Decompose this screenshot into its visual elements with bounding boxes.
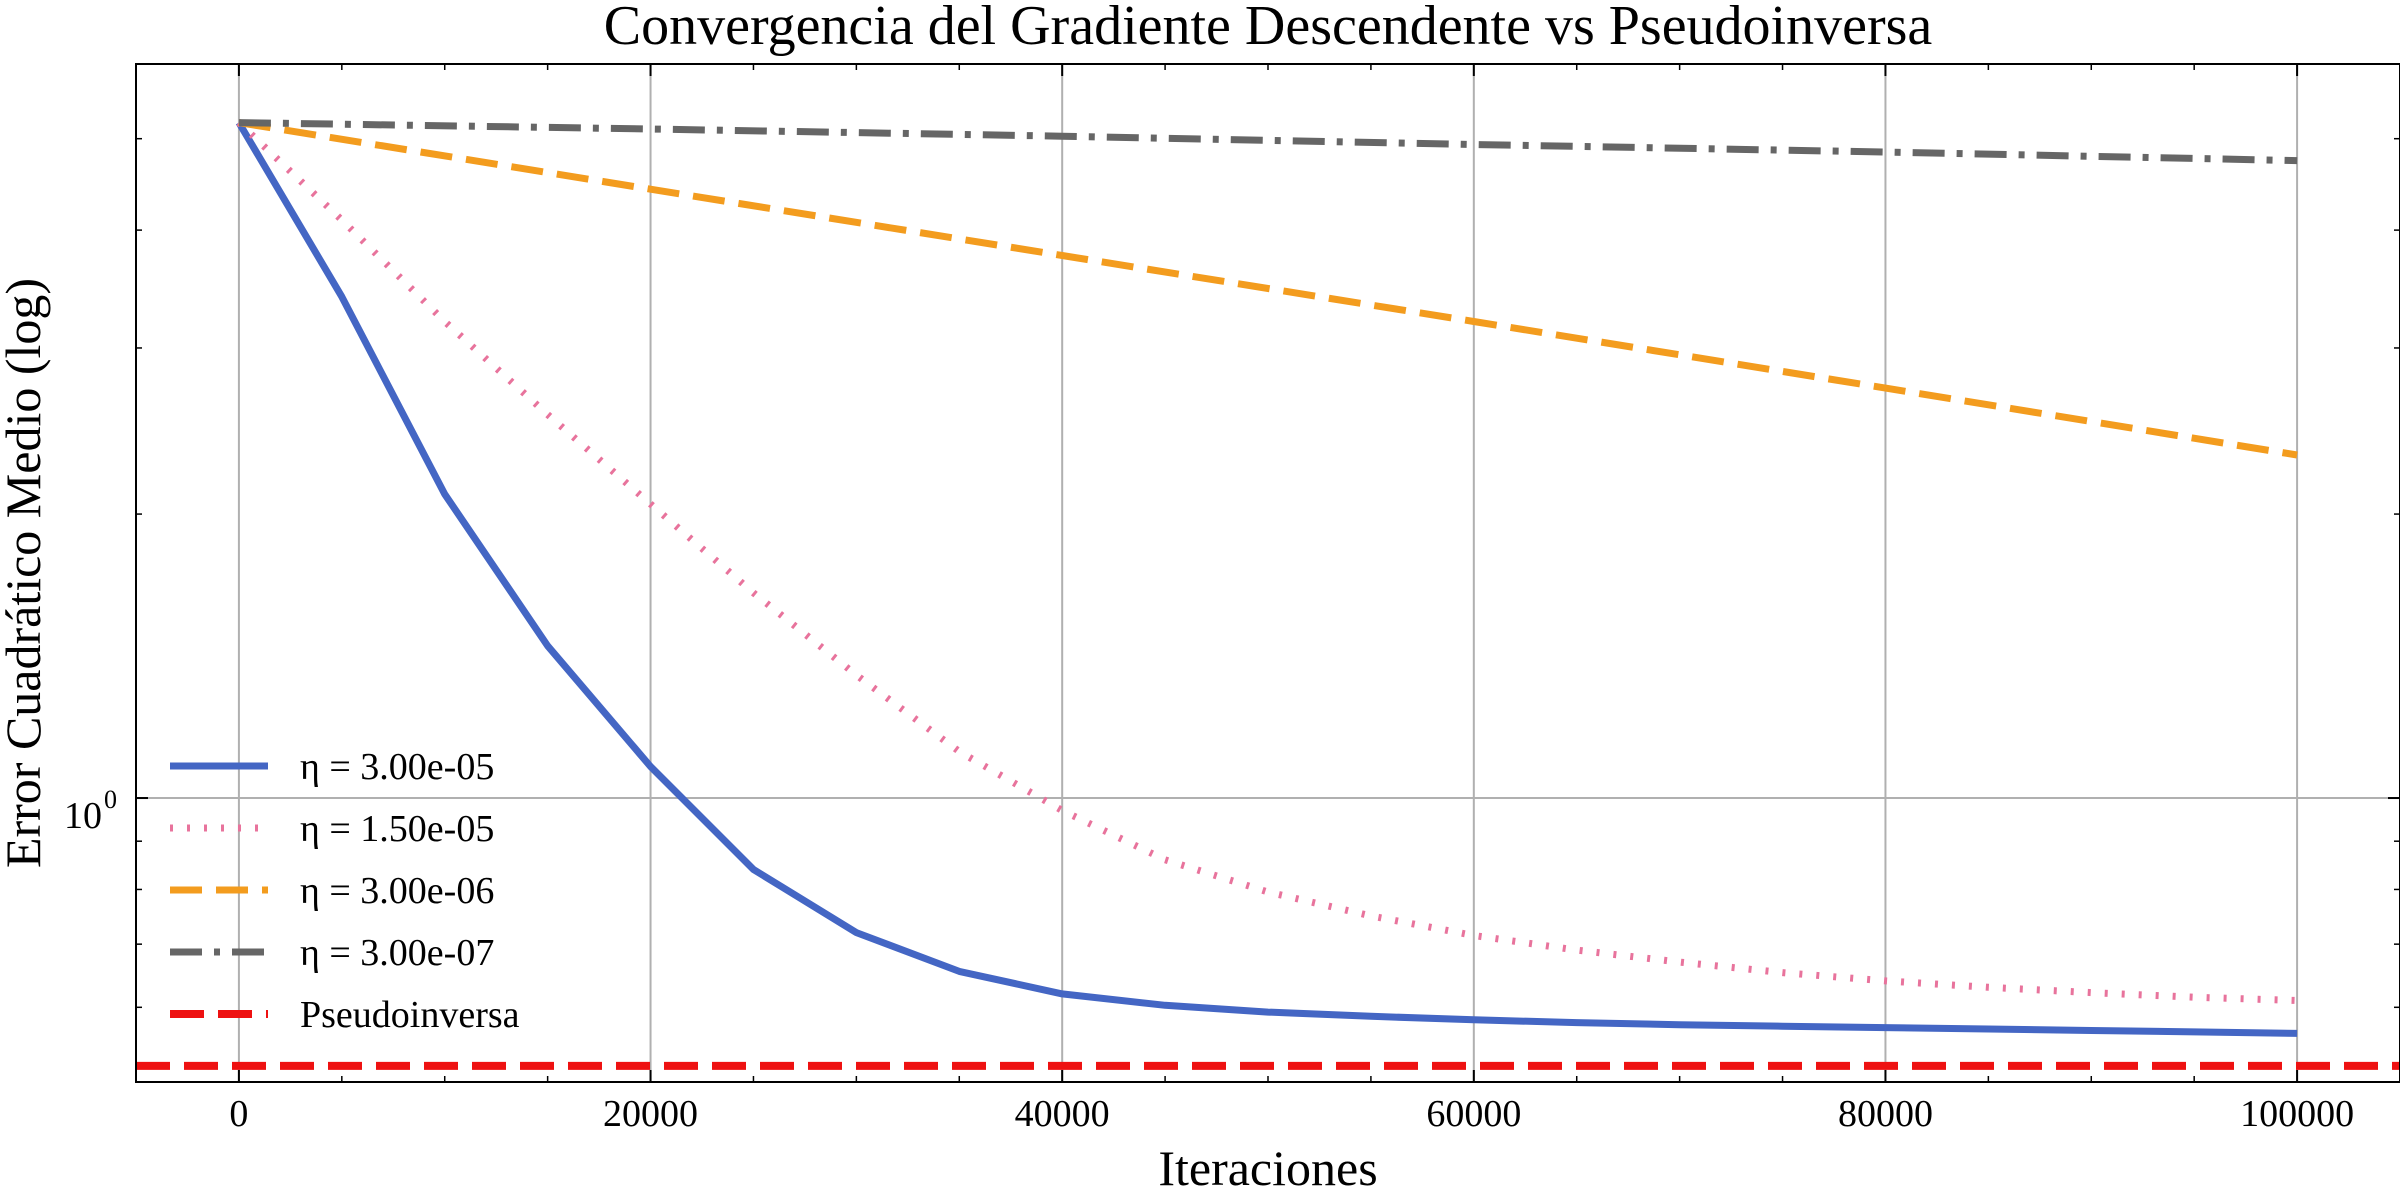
legend-label-2: η = 1.50e-05 <box>300 808 494 850</box>
y-tick-label: 10 0 <box>64 785 117 837</box>
series-line-1 <box>235 120 2298 1037</box>
chart-title: Convergencia del Gradiente Descendente v… <box>604 0 1933 57</box>
x-tick-label: 80000 <box>1838 1093 1933 1135</box>
series-layer <box>136 119 2400 1070</box>
grid-lines <box>136 64 2400 1082</box>
legend-label-1: η = 3.00e-05 <box>300 746 494 788</box>
plot-frame <box>135 63 2400 1083</box>
legend-label-3: η = 3.00e-06 <box>300 870 494 912</box>
x-tick-label: 20000 <box>603 1093 698 1135</box>
x-tick-label: 60000 <box>1426 1093 1521 1135</box>
y-axis-label: Error Cuadrático Medio (log) <box>0 278 51 868</box>
y-tick-label-base: 10 <box>64 795 102 837</box>
series-line-2 <box>236 120 2298 1004</box>
x-tick-label: 100000 <box>2240 1093 2354 1135</box>
x-axis-label: Iteraciones <box>1158 1140 1377 1196</box>
y-tick-label-exponent: 0 <box>104 785 117 814</box>
x-tick-label: 40000 <box>1015 1093 1110 1135</box>
legend-label-5: Pseudoinversa <box>300 994 520 1036</box>
series-line-4 <box>238 119 2298 165</box>
x-tick-label: 0 <box>229 1093 248 1135</box>
series-line-3 <box>238 119 2298 459</box>
axis-ticks: 0 20000 40000 60000 80000 100000 <box>136 63 2400 1135</box>
legend-label-4: η = 3.00e-07 <box>300 932 494 974</box>
legend: η = 3.00e-05 η = 1.50e-05 η = 3.00e-06 η = … <box>170 746 520 1036</box>
